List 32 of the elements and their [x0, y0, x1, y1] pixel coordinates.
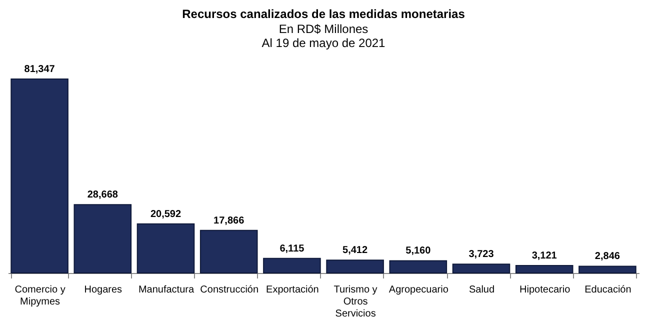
data-label: 20,592 [150, 208, 182, 220]
bar [326, 260, 384, 274]
x-tick-label: Salud [468, 284, 495, 296]
bar [200, 230, 258, 274]
x-tick-label: Exportación [266, 284, 319, 296]
data-label: 3,723 [468, 249, 494, 260]
bar [136, 223, 195, 274]
chart-subtitle: En RD$ Millones Al 19 de mayo de 2021 [262, 22, 386, 50]
data-label: 81,347 [24, 64, 56, 75]
x-tick-label: Hipotecario [520, 284, 571, 296]
x-tick-label: Agropecuario [388, 284, 449, 296]
bar [389, 260, 448, 274]
bar [10, 78, 68, 274]
x-tick-label: Turismo y Otros Servicios [334, 284, 378, 320]
x-tick-label: Hogares [84, 284, 122, 296]
data-label: 17,866 [214, 215, 245, 226]
x-tick-label: Manufactura [138, 284, 194, 296]
data-label: 3,121 [532, 250, 558, 262]
data-label: 5,160 [406, 246, 432, 257]
data-label: 28,668 [87, 190, 118, 201]
bar [452, 264, 510, 274]
bar [578, 266, 636, 274]
bar [515, 265, 574, 274]
chart-title: Recursos canalizados de las medidas monetarias [182, 7, 466, 21]
data-label: 5,412 [342, 245, 368, 256]
data-label: 2,846 [594, 251, 620, 262]
x-tick-label: Comercio y Mipymes [14, 284, 66, 308]
bar [263, 258, 321, 274]
x-tick-label: Educación [584, 284, 632, 296]
bar [74, 204, 132, 274]
data-label: 6,115 [280, 243, 305, 254]
x-tick-label: Construcción [200, 284, 259, 296]
